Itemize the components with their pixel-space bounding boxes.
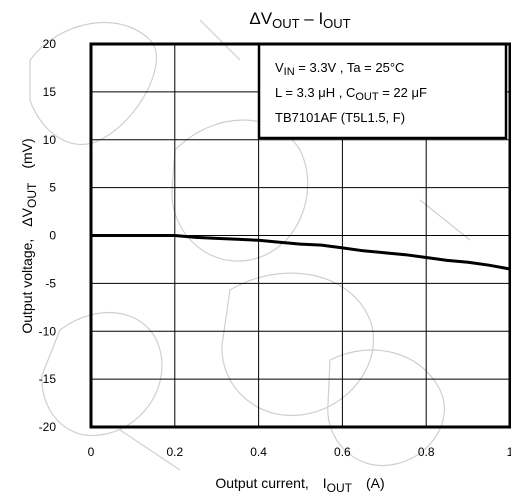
y-tick-label: 0 bbox=[49, 229, 56, 243]
plot-frame bbox=[89, 42, 511, 429]
x-tick-label: 0.2 bbox=[166, 445, 183, 459]
y-axis-label: Output voltage,ΔVOUT(mV) bbox=[19, 138, 39, 333]
y-tick-label: 5 bbox=[49, 181, 56, 195]
x-tick-label: 0.4 bbox=[250, 445, 267, 459]
annotation-line-1: VIN = 3.3V , Ta = 25°C bbox=[275, 60, 404, 78]
y-tick-label: -10 bbox=[39, 324, 57, 338]
x-axis-label: Output current, IOUT (A) bbox=[215, 475, 384, 495]
y-tick-label: -15 bbox=[39, 372, 57, 386]
y-tick-label: 15 bbox=[43, 85, 57, 99]
x-tick-label: 0 bbox=[88, 445, 95, 459]
y-tick-label: -5 bbox=[45, 276, 56, 290]
y-tick-labels: 20 15 10 5 0 -5 -10 -15 -20 bbox=[39, 37, 57, 434]
series-points bbox=[90, 235, 511, 270]
annotation-line-3: TB7101AF (T5L1.5, F) bbox=[275, 110, 405, 125]
y-tick-label: 20 bbox=[43, 37, 57, 51]
x-tick-label: 0.8 bbox=[418, 445, 435, 459]
y-tick-label: 10 bbox=[43, 133, 57, 147]
x-tick-label: 1 bbox=[507, 445, 511, 459]
x-tick-label: 0.6 bbox=[334, 445, 351, 459]
series-line bbox=[91, 234, 511, 271]
watermark bbox=[29, 19, 471, 471]
annotation-line-2: L = 3.3 μH , COUT = 22 μF bbox=[275, 85, 427, 103]
y-tick-label: -20 bbox=[39, 420, 57, 434]
chart-title: ΔVOUT – IOUT bbox=[249, 9, 350, 31]
x-tick-labels: 0 0.2 0.4 0.6 0.8 1 bbox=[88, 445, 511, 459]
